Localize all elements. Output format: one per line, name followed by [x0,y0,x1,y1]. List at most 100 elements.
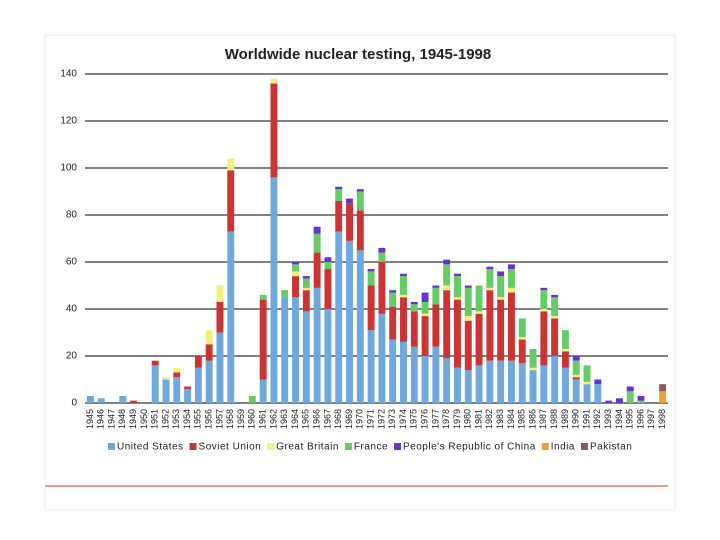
bar-segment [378,313,386,403]
bar-segment [313,226,321,234]
bar-segment [367,269,375,272]
x-tick-label: 1984 [506,409,516,429]
x-tick-label: 1961 [258,409,268,429]
x-tick-label: 1992 [592,409,602,429]
legend-label: Soviet Union [199,442,262,453]
x-tick-label: 1959 [236,409,246,429]
bar-segment [184,386,192,389]
bar-segment [432,287,440,305]
bar-segment [97,398,105,403]
bar-segment [572,356,580,361]
x-tick-label: 1954 [182,409,192,429]
bar-segment [561,330,569,349]
bar-segment [378,262,386,314]
bar-segment [389,290,397,293]
bar-segment [400,297,407,342]
bar-segment [443,290,451,359]
bar-segment [367,330,375,403]
bar-segment [507,292,515,361]
bar-segment [421,316,429,356]
bar-segment [410,346,418,403]
x-tick-label: 1950 [139,409,149,429]
x-tick-label: 1956 [204,409,214,429]
bar-segment [637,400,645,403]
legend-swatch [189,443,197,450]
bar-segment [151,365,159,403]
bar-segment [432,285,440,288]
x-tick-label: 1978 [441,409,451,429]
bar-segment [626,391,634,403]
x-tick-label: 1962 [268,409,278,429]
x-tick-label: 1989 [560,409,570,429]
x-tick-label: 1960 [247,409,257,429]
bar-segment [615,398,623,403]
x-tick-label: 1952 [160,409,170,429]
x-tick-label: 1963 [279,409,289,429]
x-tick-label: 1967 [322,409,332,429]
bar-segment [518,318,526,338]
bar-segment [227,231,235,403]
bar-segment [302,278,310,288]
bar-segment [507,360,515,403]
x-tick-label: 1948 [117,409,127,429]
x-tick-label: 1991 [581,409,591,429]
bar-segment [572,379,580,403]
bar-segment [659,391,667,403]
x-tick-label: 1973 [387,409,397,429]
bar-segment [551,356,559,403]
bar-segment [475,313,483,366]
bar-segment [346,203,353,241]
bar-segment [475,285,483,312]
bar-segment [443,259,451,265]
bar-segment [583,381,591,385]
bar-segment [594,384,602,403]
x-tick-label: 1970 [355,409,365,429]
bar-segment [302,287,310,291]
y-tick-label: 100 [60,163,77,174]
bar-segment [497,299,505,361]
chart-title: Worldwide nuclear testing, 1945-1998 [225,46,491,63]
bar-segment [367,271,375,286]
bar-segment [356,189,364,192]
bar-segment [421,301,429,314]
bar-segment [130,400,138,403]
legend-label: India [551,442,575,453]
bar-segment [518,337,526,340]
bar-segment [551,316,559,319]
bar-segment [389,339,397,403]
x-tick-label: 1987 [538,409,548,429]
bar-segment [529,348,537,368]
bar-segment [205,344,213,361]
bar-segment [389,292,397,307]
bar-segment [572,377,580,380]
bar-segment [173,367,181,373]
bar-segment [335,231,343,403]
bar-segment [378,252,386,262]
bar-segment [659,384,667,392]
bar-segment [151,360,159,366]
bar-segment [464,370,472,403]
bar-segment [583,384,591,403]
bar-segment [292,262,299,265]
x-tick-label: 1974 [398,409,408,429]
x-tick-label: 1986 [527,409,537,429]
x-tick-label: 1965 [301,409,311,429]
bar-segment [324,269,332,309]
bar-segment [410,304,418,312]
legend-swatch [267,443,275,450]
x-tick-label: 1953 [171,409,181,429]
bar-segment [86,395,94,403]
bar-segment [410,301,418,305]
bar-segment [540,365,548,403]
bar-segment [400,294,407,298]
bar-segment [540,287,548,291]
x-tick-label: 1980 [463,409,473,429]
legend-label: People's Republic of China [403,442,536,453]
bar-segment [270,83,278,178]
bar-segment [540,311,548,366]
bar-segment [432,304,440,347]
bar-segment [367,285,375,331]
bar-segment [119,395,127,403]
bar-segment [551,294,559,298]
